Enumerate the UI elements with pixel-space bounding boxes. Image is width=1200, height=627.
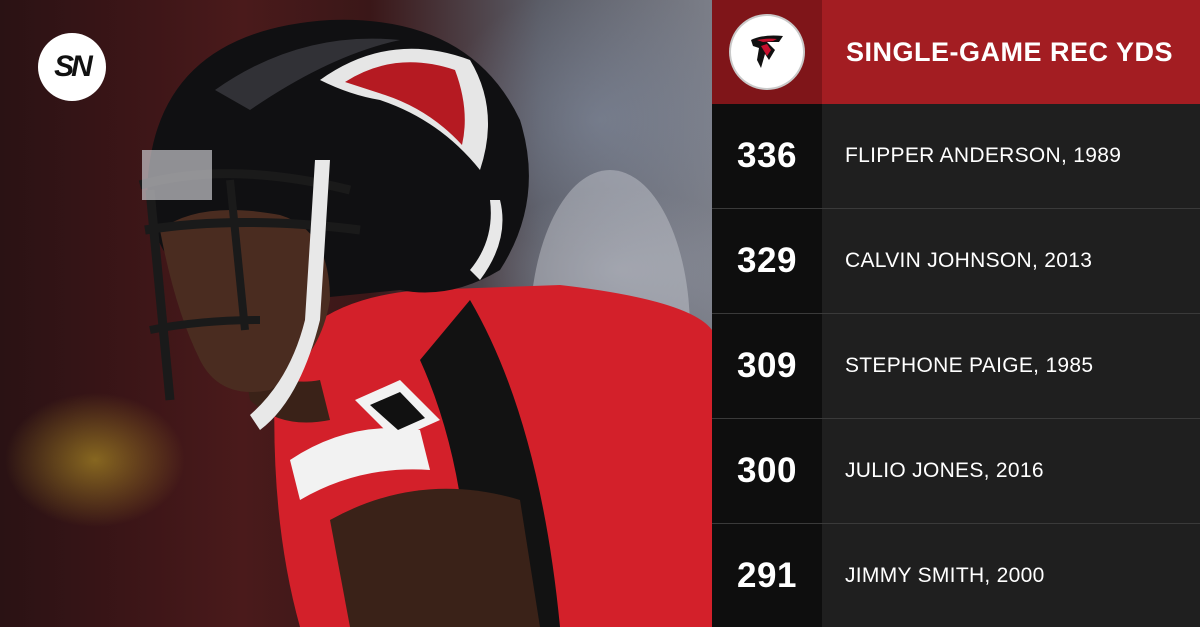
sporting-news-logo: SN — [38, 33, 106, 101]
yards-value: 336 — [737, 136, 797, 175]
table-row: 291 JIMMY SMITH, 2000 — [712, 524, 1200, 627]
yards-cell: 300 — [712, 419, 822, 523]
yards-cell: 329 — [712, 209, 822, 313]
player-cell: STEPHONE PAIGE, 1985 — [822, 314, 1200, 418]
player-name: STEPHONE PAIGE, 1985 — [845, 354, 1094, 377]
stats-panel: SINGLE-GAME REC YDS 336 FLIPPER ANDERSON… — [712, 0, 1200, 627]
title-cell: SINGLE-GAME REC YDS — [822, 0, 1200, 104]
yards-value: 309 — [737, 346, 797, 385]
row-divider — [712, 523, 1200, 524]
panel-header: SINGLE-GAME REC YDS — [712, 0, 1200, 104]
table-row: 329 CALVIN JOHNSON, 2013 — [712, 209, 1200, 313]
player-name: JIMMY SMITH, 2000 — [845, 563, 1045, 587]
yards-value: 329 — [737, 241, 797, 280]
yards-cell: 309 — [712, 314, 822, 418]
yards-value: 291 — [737, 555, 797, 595]
team-logo-cell — [712, 0, 822, 104]
table-row: 300 JULIO JONES, 2016 — [712, 419, 1200, 523]
table-row: 309 STEPHONE PAIGE, 1985 — [712, 314, 1200, 418]
player-photo: SN — [0, 0, 712, 627]
player-cell: JIMMY SMITH, 2000 — [822, 524, 1200, 627]
player-cell: JULIO JONES, 2016 — [822, 419, 1200, 523]
yards-cell: 291 — [712, 524, 822, 627]
player-name: JULIO JONES, 2016 — [845, 459, 1044, 482]
player-illustration — [142, 38, 712, 627]
row-divider — [712, 208, 1200, 209]
player-cell: FLIPPER ANDERSON, 1989 — [822, 104, 1200, 208]
player-cell: CALVIN JOHNSON, 2013 — [822, 209, 1200, 313]
yards-cell: 336 — [712, 104, 822, 208]
table-row: 336 FLIPPER ANDERSON, 1989 — [712, 104, 1200, 208]
falcon-icon — [751, 35, 783, 68]
row-divider — [712, 313, 1200, 314]
panel-title: SINGLE-GAME REC YDS — [846, 36, 1174, 67]
player-name: FLIPPER ANDERSON, 1989 — [845, 144, 1122, 167]
yards-value: 300 — [737, 451, 797, 490]
sn-logo-text: SN — [54, 50, 93, 83]
player-name: CALVIN JOHNSON, 2013 — [845, 249, 1093, 272]
row-divider — [712, 418, 1200, 419]
falcons-logo-icon — [731, 16, 803, 88]
